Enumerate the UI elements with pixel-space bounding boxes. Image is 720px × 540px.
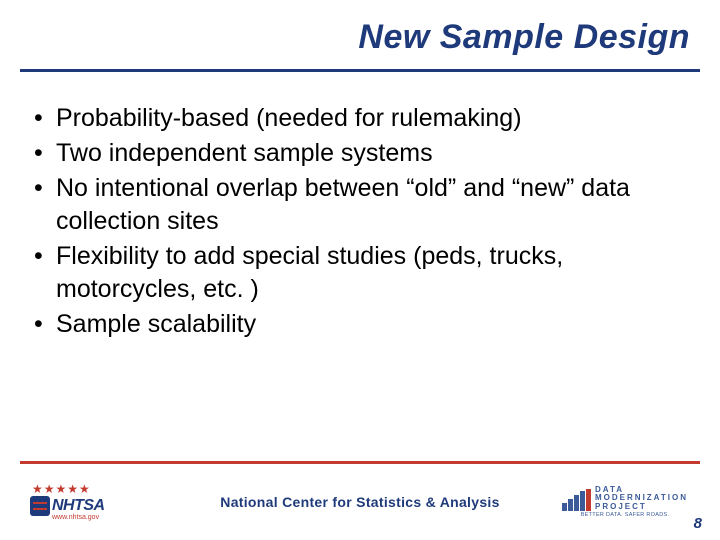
bullet-item: Flexibility to add special studies (peds… xyxy=(30,240,690,306)
footer-left-logo: ★★★★★ NHTSA www.nhtsa.gov xyxy=(30,483,160,521)
stars-icon: ★★★★★ xyxy=(32,483,91,495)
dmp-line3: PROJECT xyxy=(595,503,688,511)
dmp-tagline: BETTER DATA. SAFER ROADS. xyxy=(581,512,670,518)
page-number: 8 xyxy=(694,515,702,532)
bullet-item: No intentional overlap between “old” and… xyxy=(30,172,690,238)
bullet-item: Two independent sample systems xyxy=(30,137,690,170)
bullet-item: Sample scalability xyxy=(30,308,690,341)
nhtsa-url: www.nhtsa.gov xyxy=(52,514,99,521)
dmp-text: DATA MODERNIZATION PROJECT xyxy=(595,486,688,511)
content-region: Probability-based (needed for rulemaking… xyxy=(0,72,720,341)
nhtsa-logo: NHTSA xyxy=(30,496,105,516)
bars-icon xyxy=(562,489,591,511)
footer: ★★★★★ NHTSA www.nhtsa.gov National Cente… xyxy=(0,470,720,540)
nhtsa-acronym: NHTSA xyxy=(52,497,105,515)
bullet-item: Probability-based (needed for rulemaking… xyxy=(30,102,690,135)
dmp-logo: DATA MODERNIZATION PROJECT xyxy=(562,486,688,511)
slide-title: New Sample Design xyxy=(0,18,690,57)
bullet-list: Probability-based (needed for rulemaking… xyxy=(30,102,690,341)
nhtsa-badge-icon xyxy=(30,496,50,516)
footer-right-logo: DATA MODERNIZATION PROJECT BETTER DATA. … xyxy=(560,486,690,518)
title-region: New Sample Design xyxy=(0,0,720,65)
footer-center-text: National Center for Statistics & Analysi… xyxy=(160,494,560,510)
bottom-divider xyxy=(20,461,700,464)
